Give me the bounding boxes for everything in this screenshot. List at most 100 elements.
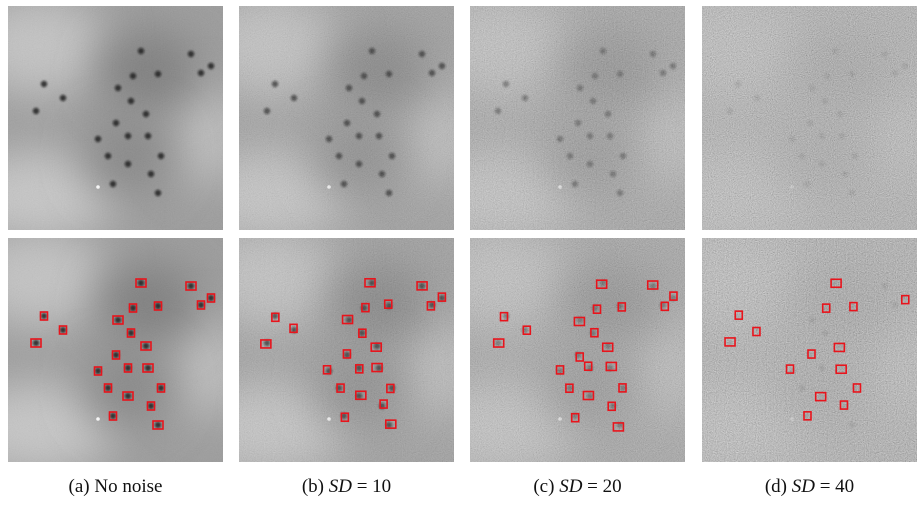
image-panel <box>8 238 223 462</box>
detection-box <box>575 352 585 362</box>
detection-box <box>592 304 602 315</box>
image-panel <box>470 6 685 230</box>
detection-box <box>426 301 436 311</box>
detection-box <box>612 422 625 432</box>
caption-text: No noise <box>94 476 162 497</box>
detection-box <box>646 280 659 290</box>
detection-box <box>39 311 49 321</box>
detection-box <box>660 301 670 312</box>
detection-box <box>724 337 736 347</box>
caption-variable: SD <box>792 476 816 497</box>
detection-box <box>833 342 846 353</box>
detection-box <box>379 399 388 409</box>
detection-box <box>341 314 354 325</box>
detection-box <box>814 391 827 402</box>
detection-box <box>492 338 505 348</box>
caption-label: (d) <box>765 476 787 497</box>
detection-box <box>146 401 156 411</box>
caption: (a) No noise <box>69 476 163 497</box>
detection-box <box>122 391 134 401</box>
caption: (d) SD = 40 <box>765 476 854 497</box>
detection-box <box>153 301 163 311</box>
detection-box <box>595 279 608 289</box>
detection-box <box>573 316 586 327</box>
caption-label: (c) <box>533 476 554 497</box>
detection-box <box>583 361 593 372</box>
noise <box>8 238 223 462</box>
detection-box <box>340 412 350 423</box>
detection-box <box>835 364 847 375</box>
detection-box <box>605 361 618 372</box>
detection-box <box>734 310 744 320</box>
detection-box <box>271 312 280 323</box>
detection-box <box>322 364 332 375</box>
detection-box <box>358 328 367 339</box>
detection-box <box>108 411 118 421</box>
detection-box <box>555 365 565 375</box>
detection-box <box>601 342 614 353</box>
detection-box <box>289 323 298 334</box>
detection-box <box>830 278 842 289</box>
detection-box <box>123 363 133 373</box>
detection-box <box>58 325 68 335</box>
detection-box <box>370 342 383 352</box>
detection-box <box>590 327 599 338</box>
image-panel <box>702 6 917 230</box>
caption-label: (b) <box>302 476 324 497</box>
detection-box <box>128 303 138 313</box>
detection-box <box>126 328 136 338</box>
noise <box>470 238 685 462</box>
detection-box <box>260 339 272 349</box>
detection-box <box>669 291 678 301</box>
caption-relation: = 20 <box>587 476 621 497</box>
caption-relation: = 10 <box>357 476 391 497</box>
detection-box <box>803 411 812 421</box>
detection-box <box>617 302 627 312</box>
detection-box <box>142 363 154 373</box>
noise <box>8 6 223 230</box>
caption-relation: = 40 <box>820 476 854 497</box>
caption: (b) SD = 10 <box>302 476 391 497</box>
image-panel <box>470 238 685 462</box>
detection-box <box>565 383 574 394</box>
detection-box <box>839 400 849 410</box>
image-panel <box>702 238 917 462</box>
image-panel <box>239 6 454 230</box>
caption-label: (a) <box>69 476 90 497</box>
caption: (c) SD = 20 <box>533 476 621 497</box>
detection-box <box>196 300 206 310</box>
detection-box <box>156 383 166 393</box>
detection-box <box>522 325 532 335</box>
detection-box <box>336 383 345 393</box>
caption-variable: SD <box>559 476 583 497</box>
detection-box <box>364 277 376 288</box>
detection-box <box>849 301 858 312</box>
detection-box <box>582 390 595 401</box>
detection-box <box>185 281 197 291</box>
detection-box <box>900 294 910 305</box>
image-panel <box>239 238 454 462</box>
detection-box <box>383 299 393 309</box>
detection-box <box>30 338 42 348</box>
detection-box <box>371 362 383 373</box>
detection-box <box>111 350 121 360</box>
detection-box <box>807 349 816 359</box>
detection-box <box>135 278 147 288</box>
detection-box <box>499 311 509 322</box>
detection-box <box>140 341 152 351</box>
detection-box <box>152 420 164 430</box>
detection-box <box>785 364 795 374</box>
detection-box <box>103 383 113 393</box>
detection-box <box>852 383 862 393</box>
caption-variable: SD <box>329 476 353 497</box>
detection-box <box>361 302 370 313</box>
noise <box>702 6 917 230</box>
detection-box <box>570 412 580 423</box>
detection-box <box>342 349 352 359</box>
detection-box <box>112 315 124 325</box>
detection-box <box>821 303 831 313</box>
detection-box <box>355 390 367 401</box>
detection-box <box>752 326 761 337</box>
